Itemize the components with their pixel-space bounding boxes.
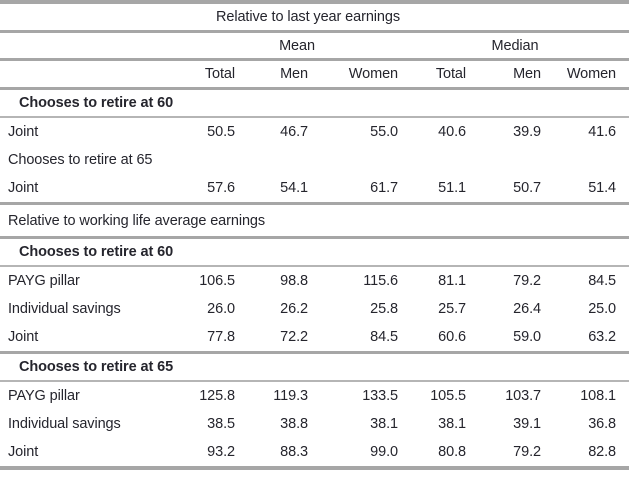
- cell-value: 119.3: [273, 388, 308, 404]
- row-label: Joint: [0, 323, 160, 354]
- column-group-row: Mean Median: [0, 31, 629, 61]
- table-row: Joint 93.2 88.3 99.0 80.8 79.2 82.8: [0, 438, 629, 468]
- empty-corner-cell: [0, 31, 160, 61]
- cell-value: 61.7: [308, 174, 398, 205]
- cell-value: 36.8: [588, 416, 617, 432]
- subheader-row: Chooses to retire at 65: [0, 352, 629, 382]
- cell-value: 40.6: [438, 124, 466, 140]
- cell-value: 77.8: [160, 323, 235, 354]
- cell-value: 98.8: [280, 273, 308, 289]
- cell-value: 26.0: [207, 301, 235, 317]
- plain-subheader-label: Chooses to retire at 65: [8, 152, 153, 168]
- row-label: Individual savings: [8, 301, 121, 317]
- cell-value: 82.8: [588, 444, 617, 460]
- cell-value: 59.0: [466, 323, 541, 354]
- cell-value: 54.1: [235, 174, 308, 205]
- table-row: PAYG pillar 106.5 98.8 115.6 81.1 79.2 8…: [0, 266, 629, 295]
- subheader-label: Chooses to retire at 60: [0, 237, 629, 267]
- cell-value: 115.6: [363, 273, 398, 289]
- table-row: Joint 57.6 54.1 61.7 51.1 50.7 51.4: [0, 174, 629, 205]
- table-row: Joint 50.5 46.7 55.0 40.6 39.9 41.6: [0, 117, 629, 146]
- column-group-mean: Mean: [160, 31, 398, 61]
- cell-value: 72.2: [235, 323, 308, 354]
- cell-value: 51.4: [541, 174, 629, 205]
- row-label: Joint: [8, 444, 39, 460]
- row-label: PAYG pillar: [8, 388, 80, 404]
- column-group-median: Median: [398, 31, 629, 61]
- cell-value: 38.5: [207, 416, 235, 432]
- subheader-label: Chooses to retire at 60: [0, 88, 629, 118]
- cell-value: 25.7: [438, 301, 466, 317]
- row-label: Joint: [0, 174, 160, 205]
- row-label: Individual savings: [8, 416, 121, 432]
- column-header-mean-total: Total: [160, 59, 235, 90]
- cell-value: 133.5: [362, 388, 398, 404]
- cell-value: 57.6: [160, 174, 235, 205]
- cell-value: 38.8: [280, 416, 308, 432]
- cell-value: 84.5: [308, 323, 398, 354]
- cell-value: 46.7: [280, 124, 308, 140]
- cell-value: 63.2: [541, 323, 629, 354]
- column-header-median-men: Men: [466, 59, 541, 90]
- table-row: Individual savings 26.0 26.2 25.8 25.7 2…: [0, 295, 629, 323]
- subheader-row: Chooses to retire at 60: [0, 237, 629, 267]
- column-header-median-women: Women: [541, 59, 629, 90]
- cell-value: 26.2: [280, 301, 308, 317]
- cell-value: 81.1: [438, 273, 466, 289]
- cell-value: 93.2: [207, 444, 235, 460]
- cell-value: 38.1: [438, 416, 466, 432]
- cell-value: 39.1: [513, 416, 541, 432]
- cell-value: 79.2: [513, 273, 541, 289]
- cell-value: 26.4: [513, 301, 541, 317]
- cell-value: 79.2: [513, 444, 541, 460]
- cell-value: 106.5: [199, 273, 235, 289]
- cell-value: 80.8: [438, 444, 466, 460]
- cell-value: 41.6: [588, 124, 617, 140]
- column-header-median-total: Total: [398, 59, 466, 90]
- subheader-label: Chooses to retire at 65: [0, 352, 629, 382]
- cell-value: 99.0: [370, 444, 398, 460]
- empty-corner-cell: [0, 59, 160, 90]
- plain-subheader-row: Chooses to retire at 65: [0, 146, 629, 174]
- cell-value: 50.7: [466, 174, 541, 205]
- row-label: PAYG pillar: [8, 273, 80, 289]
- column-header-mean-men: Men: [235, 59, 308, 90]
- subheader-row: Chooses to retire at 60: [0, 88, 629, 118]
- table-title-row: Relative to last year earnings: [0, 2, 629, 33]
- section-header-label: Relative to working life average earning…: [0, 203, 629, 239]
- column-header-mean-women: Women: [308, 59, 398, 90]
- cell-value: 105.5: [430, 388, 466, 404]
- cell-value: 60.6: [398, 323, 466, 354]
- cell-value: 84.5: [588, 273, 617, 289]
- column-header-row: Total Men Women Total Men Women: [0, 59, 629, 90]
- cell-value: 38.1: [370, 416, 398, 432]
- cell-value: 25.0: [588, 301, 617, 317]
- cell-value: 103.7: [505, 388, 541, 404]
- cell-value: 50.5: [207, 124, 235, 140]
- table-row: Joint 77.8 72.2 84.5 60.6 59.0 63.2: [0, 323, 629, 354]
- cell-value: 88.3: [280, 444, 308, 460]
- cell-value: 51.1: [398, 174, 466, 205]
- cell-value: 108.1: [580, 388, 617, 404]
- section-header-row: Relative to working life average earning…: [0, 203, 629, 239]
- cell-value: 39.9: [513, 124, 541, 140]
- table-title: Relative to last year earnings: [0, 2, 629, 33]
- cell-value: 55.0: [370, 124, 398, 140]
- cell-value: 125.8: [199, 388, 235, 404]
- cell-value: 25.8: [370, 301, 398, 317]
- row-label: Joint: [8, 124, 39, 140]
- table-row: PAYG pillar 125.8 119.3 133.5 105.5 103.…: [0, 381, 629, 410]
- table-row: Individual savings 38.5 38.8 38.1 38.1 3…: [0, 410, 629, 438]
